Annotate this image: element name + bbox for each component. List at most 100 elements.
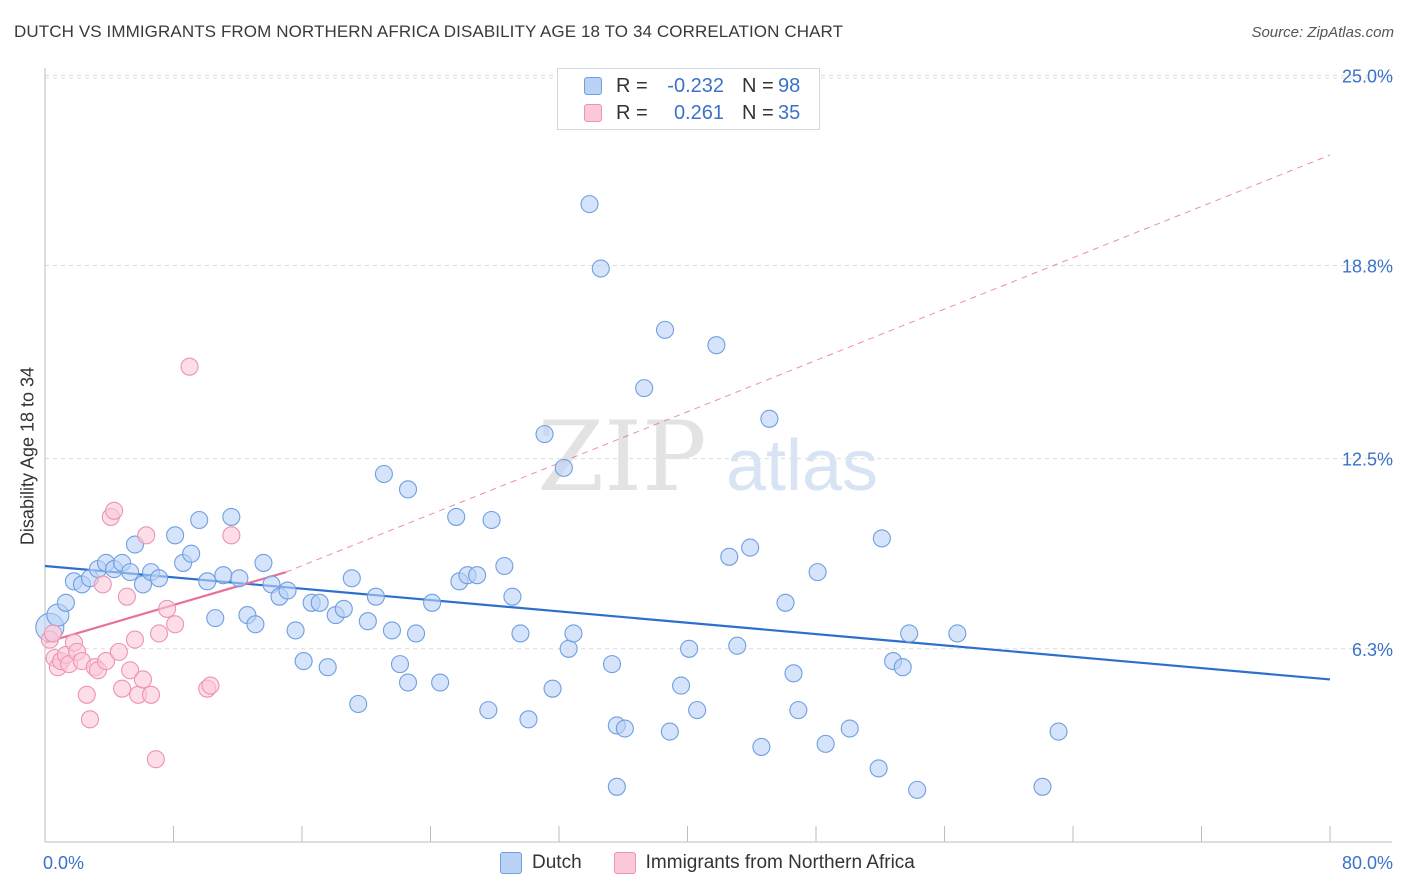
dutch-point xyxy=(166,526,185,545)
dutch-point xyxy=(349,694,368,714)
y-tick-label: 6.3% xyxy=(1352,640,1393,660)
immigrants-point xyxy=(105,501,124,520)
dutch-point xyxy=(872,529,891,548)
dutch-point xyxy=(816,734,835,753)
immigrants-point xyxy=(222,526,241,545)
watermark: ZIP atlas xyxy=(537,401,878,513)
dutch-trend-line xyxy=(44,564,1331,681)
dutch-point xyxy=(310,593,329,612)
dutch-point xyxy=(776,593,795,612)
dutch-point xyxy=(580,195,599,214)
dutch-point xyxy=(543,679,562,698)
n-label: N = xyxy=(742,101,774,124)
immigrants-swatch xyxy=(613,852,636,874)
immigrants-point xyxy=(149,624,169,643)
dutch-point xyxy=(680,639,699,658)
dutch-point xyxy=(607,777,626,796)
dutch-point xyxy=(198,572,217,591)
watermark-zip: ZIP xyxy=(537,401,706,513)
dutch-point xyxy=(294,652,313,671)
dutch-point xyxy=(447,507,466,526)
dutch-r-value: -0.232 xyxy=(667,74,724,97)
legend-row-dutch: R = -0.232 N = 98 xyxy=(584,74,800,98)
chart-title: DUTCH VS IMMIGRANTS FROM NORTHERN AFRICA… xyxy=(14,22,844,41)
dutch-point xyxy=(190,510,209,530)
dutch-point xyxy=(591,259,610,278)
dutch-point xyxy=(602,655,622,674)
tick-labels: 6.3% 12.5% 18.8% 25.0% 0.0% 80.0% xyxy=(43,66,1393,873)
dutch-point xyxy=(230,569,249,588)
immigrants-trend-extension xyxy=(285,154,1331,573)
dutch-point xyxy=(342,569,361,588)
dutch-swatch xyxy=(584,77,602,95)
dutch-point xyxy=(254,553,273,572)
dutch-point xyxy=(720,547,739,566)
dutch-point xyxy=(398,480,418,499)
dutch-point xyxy=(869,759,888,778)
dutch-point xyxy=(564,624,583,643)
immigrants-point xyxy=(77,685,96,704)
dutch-swatch xyxy=(500,852,522,874)
dutch-point xyxy=(752,737,771,756)
dutch-point xyxy=(503,587,522,606)
r-label: R = xyxy=(616,74,648,97)
dutch-point xyxy=(1049,722,1068,741)
dutch-point xyxy=(655,320,675,339)
n-label: N = xyxy=(742,74,774,97)
dutch-point xyxy=(318,658,337,677)
immigrants-point xyxy=(125,630,144,649)
source-credit: Source: ZipAtlas.com xyxy=(1251,24,1394,41)
dutch-point xyxy=(741,538,760,557)
dutch-point xyxy=(559,639,578,658)
dutch-point xyxy=(784,664,803,683)
dutch-point xyxy=(358,612,377,631)
immigrants-point xyxy=(137,526,156,545)
dutch-point xyxy=(206,609,225,628)
dutch-point xyxy=(948,624,967,643)
dutch-point xyxy=(468,566,487,585)
dutch-n-value: 98 xyxy=(778,74,801,97)
dutch-point xyxy=(660,722,679,741)
immigrants-point xyxy=(146,750,165,769)
dutch-point xyxy=(374,464,393,484)
legend-label-dutch: Dutch xyxy=(532,852,582,873)
dutch-point xyxy=(808,563,827,582)
immigrants-point xyxy=(80,710,100,729)
immigrants-swatch xyxy=(584,104,602,122)
dutch-point xyxy=(908,780,927,799)
watermark-atlas: atlas xyxy=(726,426,878,506)
dutch-point xyxy=(840,719,859,738)
dutch-point xyxy=(519,710,538,729)
dutch-point xyxy=(398,673,418,692)
immigrants-point xyxy=(93,575,112,594)
legend-item-immigrants[interactable]: Immigrants from Northern Africa xyxy=(613,852,915,874)
dutch-point xyxy=(728,636,747,655)
dutch-point xyxy=(479,701,498,720)
immigrants-point xyxy=(180,357,199,376)
dutch-point xyxy=(789,701,808,720)
immigrants-point xyxy=(96,652,116,671)
dutch-point xyxy=(760,409,779,428)
dutch-point xyxy=(1033,777,1052,796)
dutch-point xyxy=(535,425,554,444)
dutch-point xyxy=(406,624,426,643)
immigrants-point xyxy=(109,642,128,661)
dutch-point xyxy=(121,563,140,582)
legend-item-dutch[interactable]: Dutch xyxy=(500,852,582,874)
dutch-point xyxy=(222,507,241,526)
axes xyxy=(44,68,1392,843)
dutch-point xyxy=(214,566,233,585)
gridlines xyxy=(45,74,1392,650)
stats-legend: R = -0.232 N = 98 R = 0.261 N = 35 xyxy=(557,68,820,130)
r-label: R = xyxy=(616,101,648,124)
immigrants-point xyxy=(43,624,63,643)
dutch-point xyxy=(56,593,75,612)
dutch-point xyxy=(688,701,707,720)
dutch-point xyxy=(366,587,385,606)
y-tick-label: 18.8% xyxy=(1342,256,1393,276)
dutch-point xyxy=(893,658,912,677)
immigrants-point xyxy=(141,685,161,704)
dutch-point xyxy=(334,599,353,618)
dutch-point xyxy=(511,624,530,643)
